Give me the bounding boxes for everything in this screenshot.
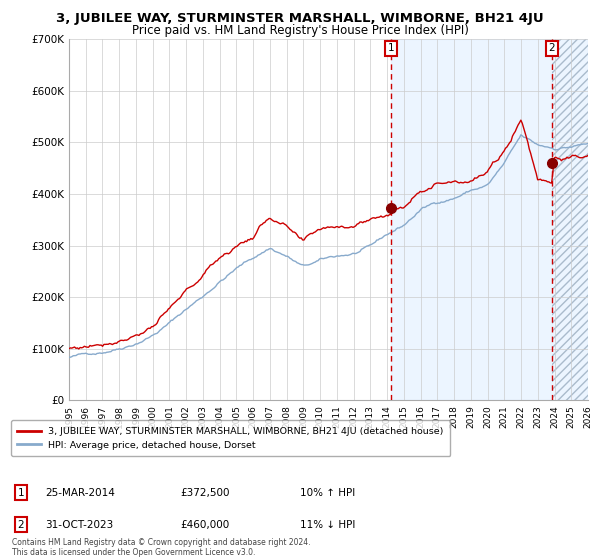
Text: 2: 2: [548, 43, 555, 53]
Text: Price paid vs. HM Land Registry's House Price Index (HPI): Price paid vs. HM Land Registry's House …: [131, 24, 469, 37]
Text: 10% ↑ HPI: 10% ↑ HPI: [300, 488, 355, 498]
Text: 31-OCT-2023: 31-OCT-2023: [45, 520, 113, 530]
Legend: 3, JUBILEE WAY, STURMINSTER MARSHALL, WIMBORNE, BH21 4JU (detached house), HPI: : 3, JUBILEE WAY, STURMINSTER MARSHALL, WI…: [11, 420, 451, 456]
Text: Contains HM Land Registry data © Crown copyright and database right 2024.
This d: Contains HM Land Registry data © Crown c…: [12, 538, 311, 557]
Text: 1: 1: [388, 43, 394, 53]
Bar: [551, 39, 588, 400]
Text: £372,500: £372,500: [180, 488, 229, 498]
Text: 1: 1: [17, 488, 25, 498]
Text: £460,000: £460,000: [180, 520, 229, 530]
Text: 25-MAR-2014: 25-MAR-2014: [45, 488, 115, 498]
Bar: [391, 39, 588, 400]
Text: 11% ↓ HPI: 11% ↓ HPI: [300, 520, 355, 530]
Text: 3, JUBILEE WAY, STURMINSTER MARSHALL, WIMBORNE, BH21 4JU: 3, JUBILEE WAY, STURMINSTER MARSHALL, WI…: [56, 12, 544, 25]
Text: 2: 2: [17, 520, 25, 530]
